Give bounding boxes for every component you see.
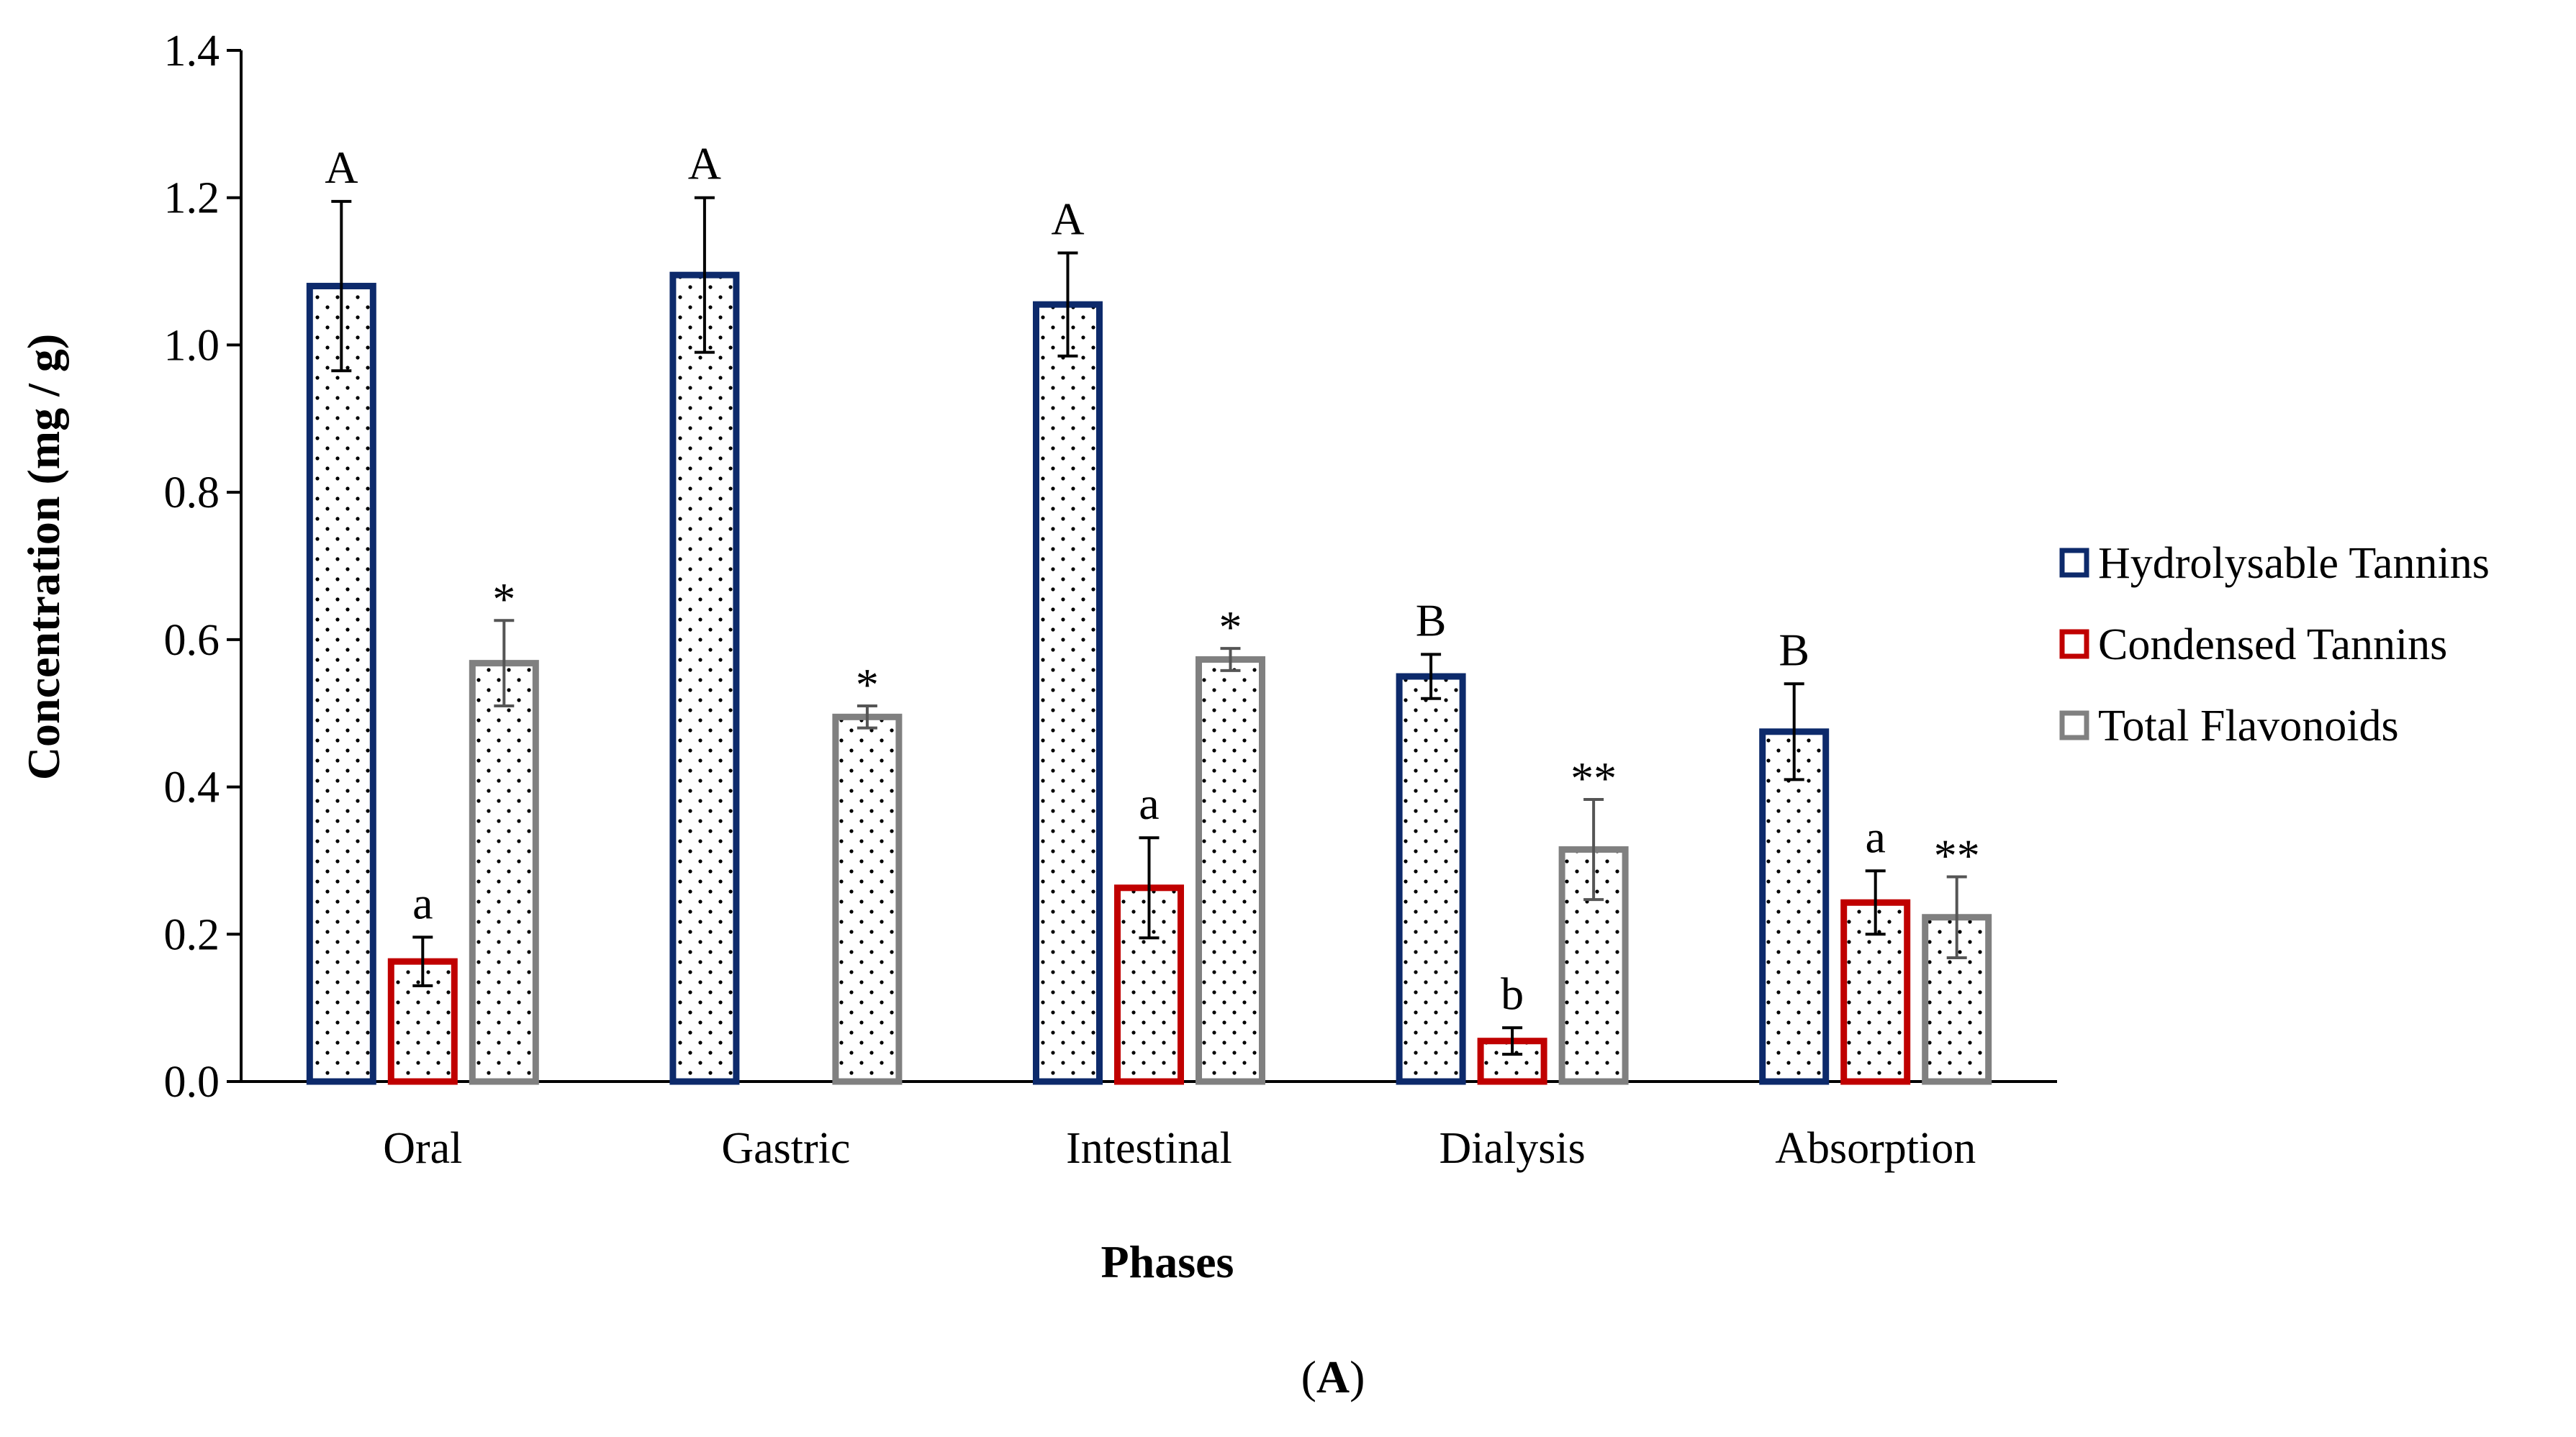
legend-label: Total Flavonoids (2098, 702, 2399, 751)
data-label: * (856, 659, 879, 710)
y-tick-label: 1.4 (164, 27, 220, 76)
panel-label-letter: A (1316, 1351, 1350, 1402)
bar (1033, 301, 1103, 1085)
plot-area: 0.0 0.2 0.4 0.6 0.8 1.0 1.2 1.4 Oral Gastric Intes… (164, 27, 2057, 1173)
x-axis-title: Phases (1101, 1236, 1234, 1287)
x-tick-label: Oral (383, 1124, 462, 1173)
data-label: ** (1571, 753, 1617, 804)
panel-label-close-paren: ) (1350, 1351, 1365, 1402)
data-label: B (1416, 594, 1447, 645)
data-label: b (1501, 968, 1524, 1019)
bar (832, 713, 903, 1085)
legend: Hydrolysable Tannins Condensed Tannins Tot… (2059, 539, 2490, 751)
legend-swatch (2059, 629, 2089, 659)
legend-label: Condensed Tannins (2098, 620, 2447, 669)
data-label: B (1779, 624, 1809, 675)
bar (1396, 673, 1466, 1085)
y-axis-title: Concentration (mg / g) (18, 334, 69, 780)
bar (1196, 656, 1265, 1085)
data-label: a (412, 877, 433, 928)
data-label: ** (1934, 830, 1980, 881)
data-label: * (492, 574, 515, 625)
data-label: a (1139, 778, 1159, 829)
panel-label-open-paren: ( (1301, 1351, 1316, 1402)
legend-swatch (2059, 710, 2089, 740)
data-label: A (688, 138, 721, 189)
x-tick-label: Absorption (1775, 1124, 1976, 1173)
y-tick-label: 0.4 (164, 763, 220, 812)
y-tick-label: 1.0 (164, 321, 220, 370)
bar (1759, 728, 1830, 1085)
data-label: a (1865, 811, 1885, 862)
data-label: A (325, 142, 358, 193)
y-tick-label: 0.0 (164, 1058, 220, 1107)
y-tick-label: 0.8 (164, 468, 220, 517)
panel-label: (A) (1301, 1351, 1365, 1402)
bar (306, 283, 376, 1085)
data-label: A (1051, 193, 1084, 244)
bar (669, 271, 740, 1085)
y-tick-label: 0.6 (164, 616, 220, 665)
legend-label: Hydrolysable Tannins (2098, 539, 2490, 588)
y-tick-label: 1.2 (164, 174, 220, 223)
x-tick-label: Dialysis (1439, 1124, 1585, 1173)
y-tick-label: 0.2 (164, 910, 220, 959)
data-label: * (1219, 602, 1242, 653)
x-tick-label: Intestinal (1066, 1124, 1232, 1173)
legend-swatch (2059, 548, 2089, 578)
bar (469, 660, 539, 1085)
x-tick-label: Gastric (721, 1124, 850, 1173)
